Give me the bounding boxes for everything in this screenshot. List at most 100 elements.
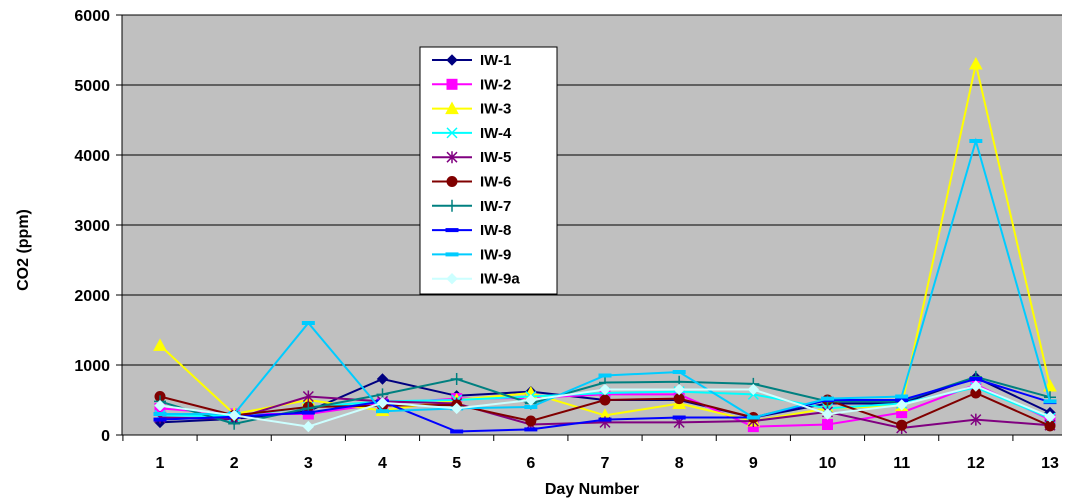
data-point <box>673 383 685 396</box>
legend-marker <box>446 272 458 285</box>
x-tick-label: 13 <box>1041 455 1059 472</box>
y-tick-label: 1000 <box>74 358 110 375</box>
x-tick-label: 11 <box>893 455 910 472</box>
data-point <box>450 373 463 385</box>
legend-label: IW-5 <box>480 149 511 166</box>
data-point <box>153 412 167 416</box>
x-tick-label: 3 <box>304 455 313 472</box>
data-point <box>895 394 909 399</box>
data-point <box>599 394 611 406</box>
data-point <box>747 383 760 396</box>
data-point <box>376 409 389 414</box>
data-point <box>376 397 389 409</box>
data-point <box>599 383 611 396</box>
x-tick-label: 8 <box>675 455 684 472</box>
data-point <box>822 419 833 430</box>
x-tick-label: 1 <box>156 455 165 472</box>
data-point <box>228 409 240 422</box>
y-axis-title: CO2 (ppm) <box>15 209 32 291</box>
legend-marker <box>446 176 458 187</box>
y-ticks: 0 1000 2000 3000 4000 5000 6000 <box>74 8 122 445</box>
data-point <box>302 420 315 433</box>
data-point <box>525 415 537 427</box>
data-point <box>969 377 983 381</box>
data-point <box>896 419 908 431</box>
legend-label: IW-9 <box>480 246 511 263</box>
legend-entry: IW-1 <box>432 52 511 69</box>
legend-label: IW-8 <box>480 222 511 239</box>
data-point <box>970 380 982 392</box>
data-point <box>598 417 612 422</box>
grid-lines <box>122 14 1062 366</box>
y-tick-label: 3000 <box>74 218 110 235</box>
legend-marker <box>445 101 459 115</box>
x-tick-label: 10 <box>819 455 837 472</box>
y-tick-label: 6000 <box>74 8 110 25</box>
data-point <box>376 373 389 385</box>
legend-marker <box>446 54 458 66</box>
x-tick-label: 9 <box>749 455 758 472</box>
data-point <box>450 402 463 415</box>
x-tick-label: 7 <box>601 455 610 472</box>
legend-entry: IW-2 <box>432 76 511 93</box>
data-point <box>524 405 538 409</box>
y-tick-label: 4000 <box>74 148 110 165</box>
x-tick-label: 6 <box>526 455 535 472</box>
x-tick-label: 5 <box>452 455 461 472</box>
data-point <box>154 399 166 412</box>
data-point <box>301 410 315 415</box>
legend-marker <box>446 127 458 139</box>
legend-label: IW-3 <box>480 101 511 118</box>
legend: IW-1 IW-2 IW-3 IW-4 IW-5 IW-6 IW-7 IW-8 IW-9 IW-9… <box>419 46 558 295</box>
series-layer <box>153 56 1057 434</box>
x-ticks: 1 2 3 4 5 6 7 8 9 10 11 12 13 <box>122 435 1059 472</box>
legend-entry: IW-6 <box>432 174 511 191</box>
y-tick-label: 0 <box>101 428 110 445</box>
legend-entry: IW-8 <box>432 222 511 239</box>
data-point <box>821 408 834 420</box>
legend-entry: IW-5 <box>432 149 511 166</box>
legend-entry: IW-7 <box>432 198 511 215</box>
data-point <box>598 373 612 378</box>
data-point <box>1043 399 1057 404</box>
legend-label: IW-1 <box>480 52 511 69</box>
data-point <box>524 427 538 432</box>
legend-marker <box>446 199 458 212</box>
legend-label: IW-2 <box>480 76 511 93</box>
legend-entry: IW-9a <box>432 271 520 288</box>
data-point <box>153 338 167 351</box>
data-point <box>969 139 983 143</box>
x-tick-label: 12 <box>967 455 985 472</box>
legend-marker <box>445 252 459 257</box>
data-point <box>821 396 834 401</box>
legend-label: IW-7 <box>480 198 511 215</box>
data-point <box>153 417 167 422</box>
y-tick-label: 5000 <box>74 78 110 95</box>
data-point <box>746 415 760 420</box>
legend-label: IW-9a <box>480 271 520 288</box>
legend-entry: IW-9 <box>432 246 511 263</box>
data-point <box>895 399 908 411</box>
data-point <box>301 321 315 325</box>
legend-entry: IW-4 <box>432 125 512 142</box>
data-point <box>450 429 464 434</box>
data-point <box>1044 411 1056 423</box>
legend-entry: IW-3 <box>432 101 511 118</box>
legend-marker <box>446 151 458 164</box>
data-point <box>525 394 537 406</box>
legend-label: IW-6 <box>480 174 511 191</box>
legend-marker <box>445 228 459 233</box>
data-point <box>672 415 686 420</box>
data-point <box>672 370 686 374</box>
legend-box <box>419 46 558 295</box>
legend-label: IW-4 <box>480 125 512 142</box>
data-point <box>302 390 314 403</box>
series-iw-9a <box>154 380 1056 433</box>
x-tick-label: 4 <box>378 455 387 472</box>
data-point <box>970 413 982 426</box>
data-point <box>968 56 983 70</box>
x-tick-label: 2 <box>230 455 239 472</box>
x-axis-title: Day Number <box>545 481 639 498</box>
